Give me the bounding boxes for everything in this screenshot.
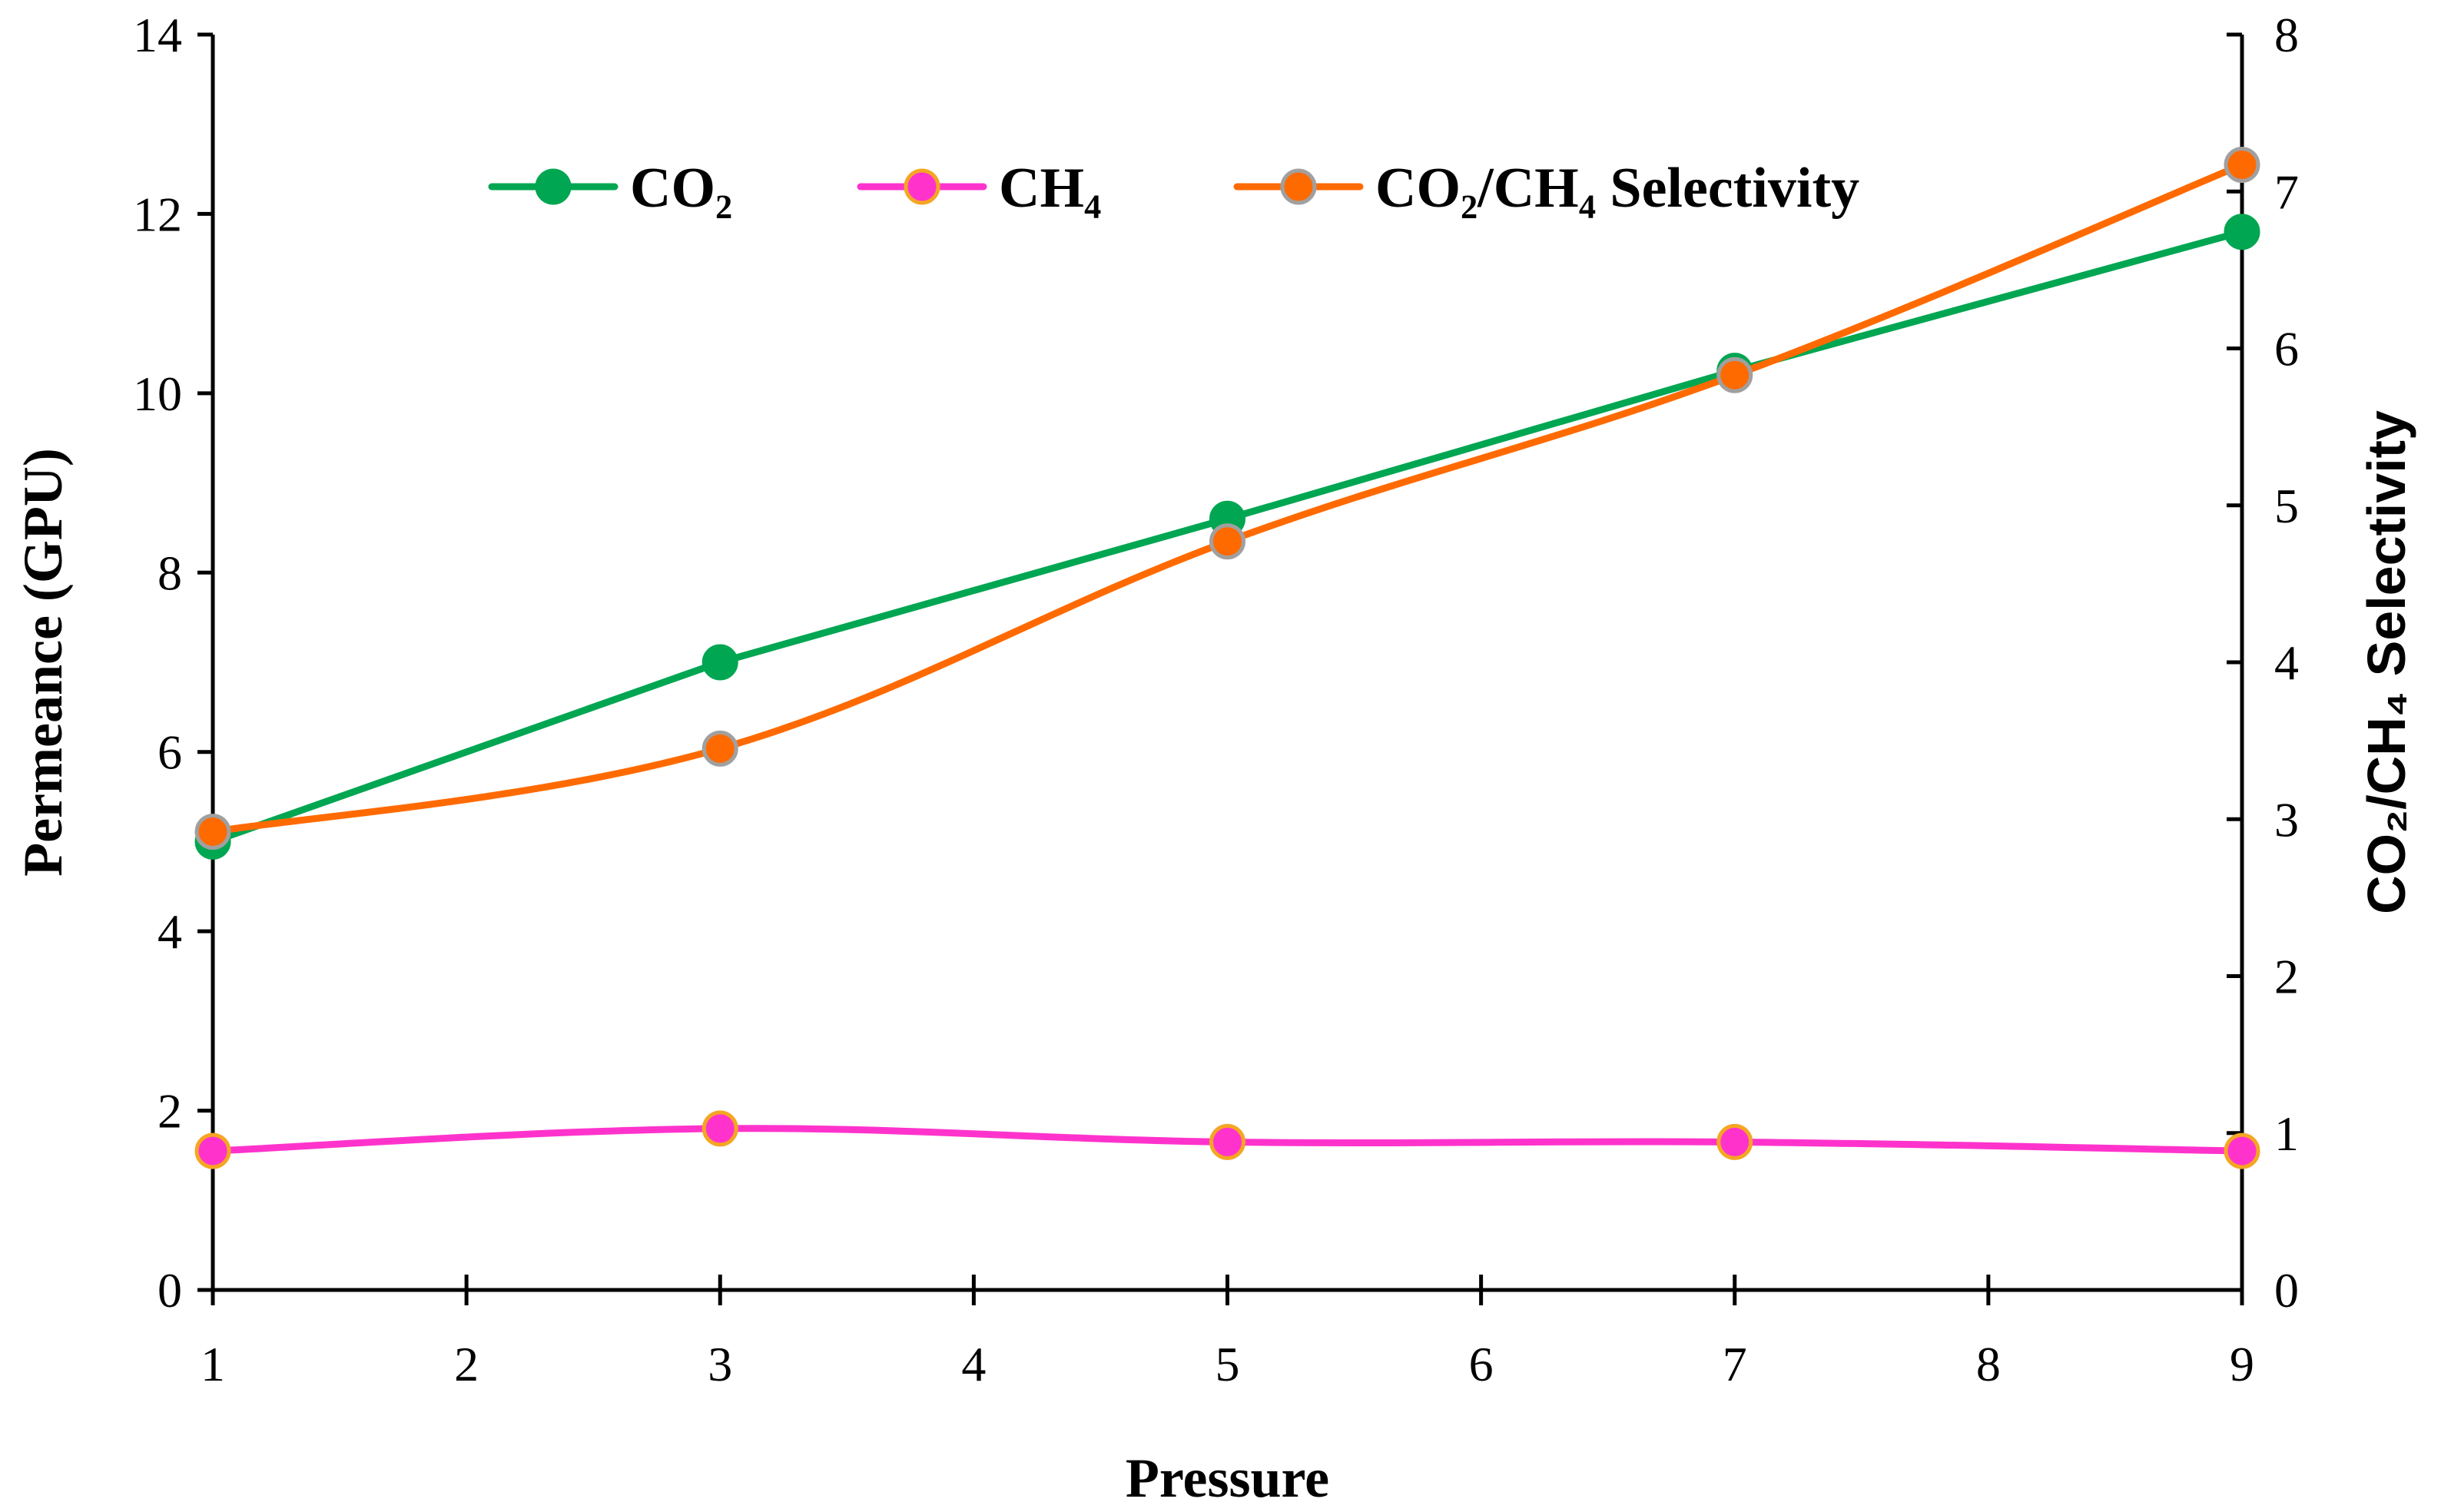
y2-tick-label: 1 bbox=[2274, 1106, 2299, 1161]
x-tick-label: 6 bbox=[1469, 1337, 1494, 1391]
y2-tick-label: 3 bbox=[2274, 792, 2299, 847]
x-tick-label: 2 bbox=[454, 1337, 479, 1391]
y2-axis-title: CO₂/CH₄ Selectivity bbox=[2356, 410, 2416, 914]
x-tick-label: 9 bbox=[2230, 1337, 2254, 1391]
y-tick-label: 6 bbox=[158, 725, 182, 780]
data-point bbox=[1209, 523, 1245, 560]
y2-tick-label: 7 bbox=[2274, 164, 2299, 219]
data-point bbox=[2224, 147, 2260, 184]
x-tick-label: 5 bbox=[1216, 1337, 1240, 1391]
y-tick-label: 2 bbox=[158, 1084, 182, 1139]
legend-item-1: CH₄ bbox=[857, 157, 1101, 220]
data-point bbox=[701, 1110, 738, 1147]
series-2 bbox=[194, 147, 2260, 850]
data-point bbox=[701, 730, 738, 767]
legend-item-0: CO₂ bbox=[488, 157, 732, 220]
series-1 bbox=[194, 1110, 2260, 1169]
legend-swatch-marker bbox=[535, 168, 572, 205]
y-tick-label: 12 bbox=[133, 187, 182, 241]
data-point bbox=[701, 644, 738, 681]
y2-tick-label: 5 bbox=[2274, 479, 2299, 533]
y2-tick-label: 6 bbox=[2274, 322, 2299, 376]
x-axis-title: Pressure bbox=[1126, 1447, 1329, 1509]
y-tick-label: 10 bbox=[133, 366, 182, 421]
data-point bbox=[194, 814, 231, 850]
legend-label: CH₄ bbox=[999, 157, 1101, 220]
data-point bbox=[194, 1132, 231, 1169]
y2-tick-label: 4 bbox=[2274, 635, 2299, 690]
legend-label: CO₂ bbox=[630, 157, 732, 220]
data-point bbox=[1209, 1123, 1245, 1160]
data-point bbox=[2224, 214, 2260, 250]
y-axis-title: Permeance (GPU) bbox=[12, 448, 74, 877]
x-tick-label: 4 bbox=[961, 1337, 986, 1391]
data-point bbox=[1716, 356, 1753, 393]
y-tick-label: 8 bbox=[158, 545, 182, 600]
y-tick-label: 4 bbox=[158, 904, 182, 959]
y-tick-label: 14 bbox=[133, 8, 182, 62]
y2-tick-label: 0 bbox=[2274, 1263, 2299, 1318]
series-layer bbox=[194, 147, 2260, 1169]
y-tick-label: 0 bbox=[158, 1263, 182, 1318]
legend: CO₂ CH₄ CO₂/CH₄ Selectivity bbox=[488, 157, 1859, 220]
legend-label: CO₂/CH₄ Selectivity bbox=[1375, 157, 1859, 220]
legend-swatch-marker bbox=[904, 168, 940, 205]
legend-item-2: CO₂/CH₄ Selectivity bbox=[1233, 157, 1859, 220]
x-tick-label: 1 bbox=[201, 1337, 225, 1391]
x-tick-label: 7 bbox=[1723, 1337, 1747, 1391]
y2-tick-label: 2 bbox=[2274, 950, 2299, 1004]
y2-tick-label: 8 bbox=[2274, 8, 2299, 62]
x-tick-label: 8 bbox=[1976, 1337, 2001, 1391]
data-point bbox=[1716, 1123, 1753, 1160]
x-tick-label: 3 bbox=[708, 1337, 732, 1391]
legend-swatch-marker bbox=[1280, 168, 1317, 205]
data-point bbox=[2224, 1132, 2260, 1169]
